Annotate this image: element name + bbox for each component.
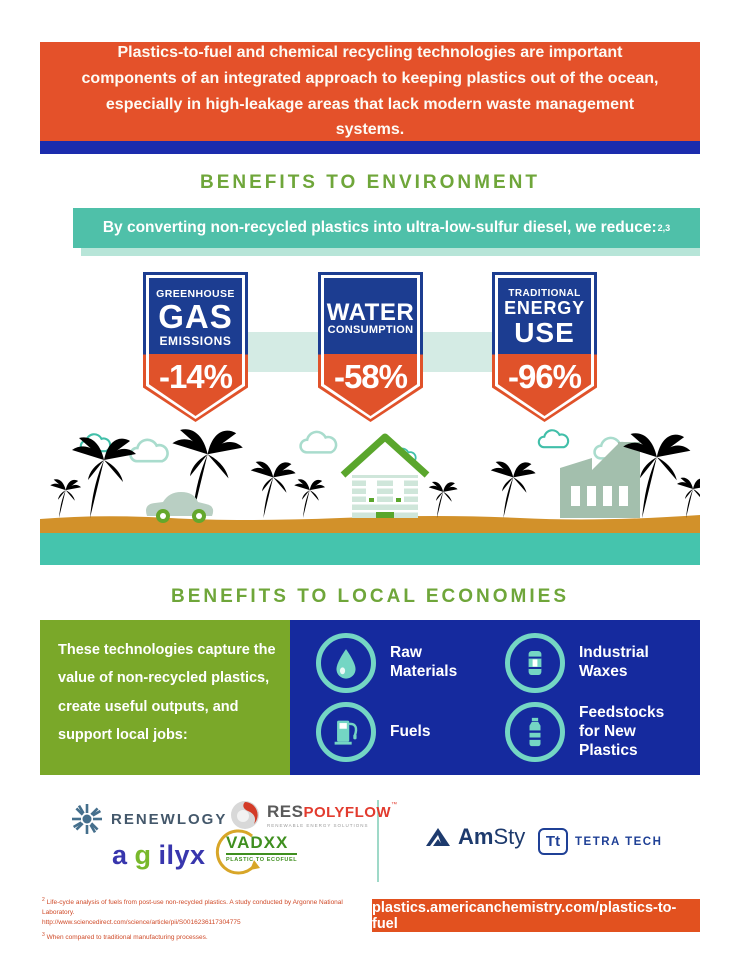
badge-line: EMISSIONS bbox=[159, 333, 232, 348]
output-industrial-waxes: Industrial Waxes bbox=[505, 632, 694, 693]
environment-banner-shadow bbox=[81, 248, 700, 256]
fuel-pump-icon bbox=[316, 702, 376, 763]
cloud-icon bbox=[537, 429, 570, 449]
environment-banner: By converting non-recycled plastics into… bbox=[73, 208, 700, 248]
wax-barrel-icon bbox=[505, 632, 565, 693]
economies-intro-panel: These technologies capture the value of … bbox=[40, 620, 290, 775]
factory-icon bbox=[560, 442, 640, 518]
environment-heading: BENEFITS TO ENVIRONMENT bbox=[200, 172, 540, 193]
logo-divider bbox=[377, 800, 379, 882]
res-wordmark: RES bbox=[267, 802, 304, 821]
badge-line: USE bbox=[514, 317, 575, 348]
output-fuels: Fuels bbox=[316, 702, 505, 763]
vadxx-arrow-icon bbox=[215, 829, 260, 875]
economies-intro-text: These technologies capture the value of … bbox=[58, 642, 276, 743]
coastal-town-illustration bbox=[40, 429, 700, 565]
trademark-symbol: ™ bbox=[391, 802, 398, 808]
badge-line: CONSUMPTION bbox=[327, 323, 414, 336]
badge-line: TRADITIONAL bbox=[508, 287, 581, 299]
cloud-icon bbox=[129, 438, 169, 463]
vadxx-wordmark: VADXX bbox=[226, 833, 298, 855]
palm-tree-icon bbox=[250, 461, 296, 518]
beach-ground bbox=[40, 515, 700, 534]
footer-url-bar[interactable]: plastics.americanchemistry.com/plastics-… bbox=[372, 899, 700, 932]
agilyx-wordmark: g bbox=[134, 840, 152, 870]
footnote-text: When compared to traditional manufacturi… bbox=[46, 934, 208, 942]
palm-tree-icon bbox=[677, 477, 700, 518]
water-band bbox=[40, 533, 700, 565]
amsty-wordmark: Sty bbox=[493, 824, 526, 849]
footnote-marker: 3 bbox=[42, 932, 45, 939]
footnote-reference: 2,3 bbox=[657, 223, 671, 233]
header-blue-stripe bbox=[40, 141, 700, 154]
amsty-logo: AmSty bbox=[425, 824, 525, 850]
output-raw-materials: Raw Materials bbox=[316, 632, 505, 693]
car-icon bbox=[146, 492, 214, 523]
agilyx-logo: a g ilyx bbox=[112, 840, 206, 871]
amsty-wordmark: Am bbox=[458, 824, 494, 849]
economies-heading: BENEFITS TO LOCAL ECONOMIES bbox=[170, 586, 570, 607]
res-polyflow-logo: RESPOLYFLOW™ RENEWABLE ENERGY SOLUTIONS bbox=[230, 800, 397, 830]
economies-outputs-panel: Raw Materials Industrial Waxes Fuels Fee… bbox=[290, 620, 700, 775]
footnotes: 2 Life-cycle analysis of fuels from post… bbox=[42, 897, 362, 948]
badge-greenhouse-gas: GREENHOUSE GAS EMISSIONS -14% bbox=[143, 272, 248, 422]
agilyx-wordmark: ilyx bbox=[158, 840, 206, 870]
badge-value: -96% bbox=[507, 358, 582, 395]
output-feedstocks: Feedstocks for New Plastics bbox=[505, 702, 694, 763]
footnote-marker: 2 bbox=[42, 897, 45, 903]
amsty-triangle-icon bbox=[426, 828, 450, 846]
output-label: Industrial Waxes bbox=[579, 644, 649, 680]
badge-traditional-energy-use: TRADITIONAL ENERGY USE -96% bbox=[492, 272, 597, 422]
badge-line: GREENHOUSE bbox=[156, 287, 235, 300]
house-icon bbox=[340, 433, 430, 518]
tetra-tech-wordmark: TETRA TECH bbox=[575, 835, 663, 848]
vadxx-tagline: PLASTIC TO ECOFUEL bbox=[226, 856, 298, 863]
badge-line: WATER bbox=[326, 298, 415, 326]
renewlogy-logo: RENEWLOGY bbox=[70, 802, 227, 836]
economies-panel: These technologies capture the value of … bbox=[40, 620, 700, 775]
palm-tree-icon bbox=[490, 461, 536, 518]
output-label: Raw Materials bbox=[390, 644, 458, 680]
cloud-icon bbox=[299, 430, 338, 454]
palm-tree-icon bbox=[50, 479, 82, 519]
tetra-tech-monogram-icon: Tt bbox=[538, 828, 568, 855]
output-label: Feedstocks for New Plastics bbox=[579, 704, 665, 759]
partner-logos: RENEWLOGY RESPOLYFLOW™ RENEWABLE ENERGY … bbox=[40, 792, 700, 888]
tetra-tech-logo: Tt TETRA TECH bbox=[538, 828, 662, 855]
renewlogy-wordmark: RENEWLOGY bbox=[111, 810, 228, 828]
header-banner: Plastics-to-fuel and chemical recycling … bbox=[40, 42, 700, 141]
environment-banner-text: By converting non-recycled plastics into… bbox=[102, 219, 657, 236]
badge-water-consumption: WATER CONSUMPTION -58% bbox=[318, 272, 423, 422]
footnote-url[interactable]: http://www.sciencedirect.com/science/art… bbox=[42, 918, 241, 926]
bottle-icon bbox=[505, 702, 565, 763]
header-text: Plastics-to-fuel and chemical recycling … bbox=[81, 44, 659, 139]
agilyx-wordmark: a bbox=[112, 840, 128, 870]
footer-url-text[interactable]: plastics.americanchemistry.com/plastics-… bbox=[372, 899, 677, 932]
badge-line: GAS bbox=[158, 297, 233, 335]
badge-value: -58% bbox=[333, 358, 408, 395]
footnote-2: 2 Life-cycle analysis of fuels from post… bbox=[42, 897, 362, 927]
footnote-text: Life-cycle analysis of fuels from post-u… bbox=[42, 899, 343, 916]
footnote-3: 3 When compared to traditional manufactu… bbox=[42, 932, 362, 943]
res-polyflow-tagline: RENEWABLE ENERGY SOLUTIONS bbox=[267, 823, 369, 828]
palm-tree-icon bbox=[428, 481, 458, 518]
badge-connector bbox=[246, 332, 320, 372]
renewlogy-sunburst-icon bbox=[72, 804, 102, 834]
badge-line: ENERGY bbox=[504, 298, 585, 319]
palm-tree-icon bbox=[294, 479, 326, 519]
res-polyflow-swirl-icon bbox=[231, 801, 259, 829]
badge-connector bbox=[421, 332, 495, 372]
droplet-icon bbox=[316, 632, 376, 693]
vadxx-logo: VADXX PLASTIC TO ECOFUEL bbox=[215, 829, 298, 875]
polyflow-wordmark: POLYFLOW bbox=[303, 804, 392, 821]
badge-value: -14% bbox=[158, 358, 233, 395]
output-label: Fuels bbox=[390, 722, 431, 740]
